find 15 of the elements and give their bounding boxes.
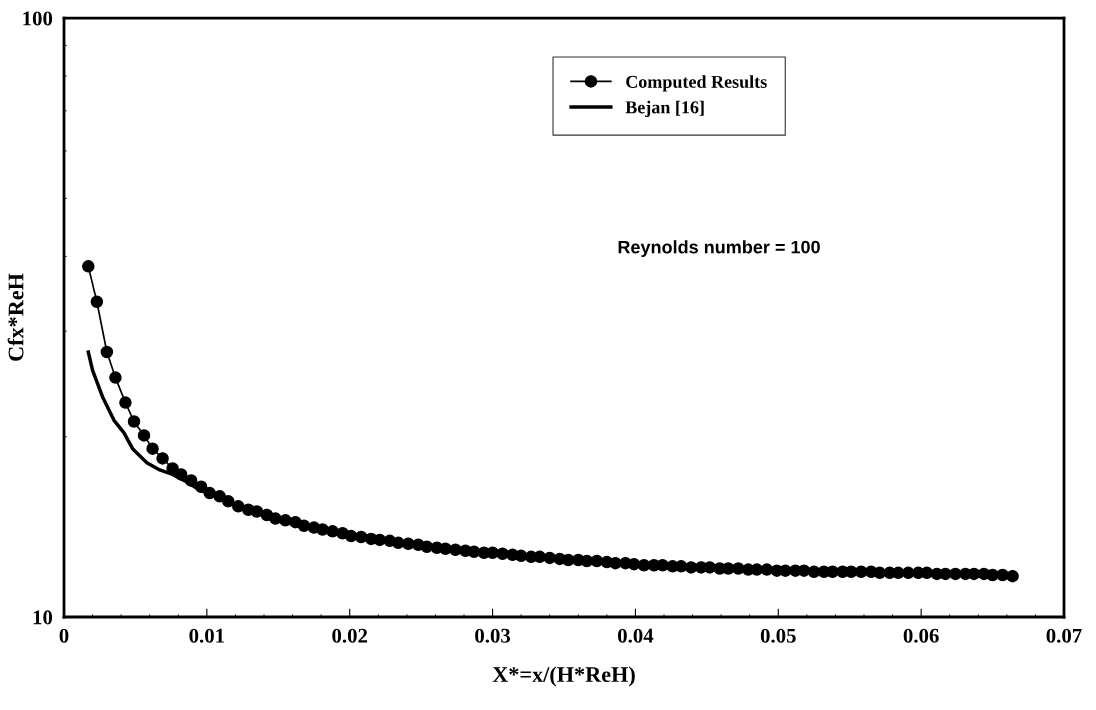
x-tick-label: 0.05 <box>760 628 796 643</box>
legend-label: Computed Results <box>626 75 767 92</box>
annotation: Reynolds number = 100 <box>618 240 820 258</box>
x-tick-label: 0.04 <box>617 628 654 643</box>
legend-label: Bejan [16] <box>625 100 704 118</box>
x-tick-label: 0.01 <box>189 628 225 643</box>
y-axis-title: Cfx*ReH <box>7 273 24 361</box>
x-tick-label: 0.07 <box>1046 628 1082 643</box>
y-tick-label: 10 <box>33 610 53 625</box>
x-axis-title: X*=x/(H*ReH) <box>492 666 635 687</box>
y-tick-label: 100 <box>23 11 53 26</box>
x-tick-label: 0 <box>59 628 69 643</box>
x-tick-label: 0.06 <box>903 628 939 643</box>
x-tick-label: 0.03 <box>475 628 511 643</box>
x-tick-label: 0.02 <box>332 628 368 643</box>
